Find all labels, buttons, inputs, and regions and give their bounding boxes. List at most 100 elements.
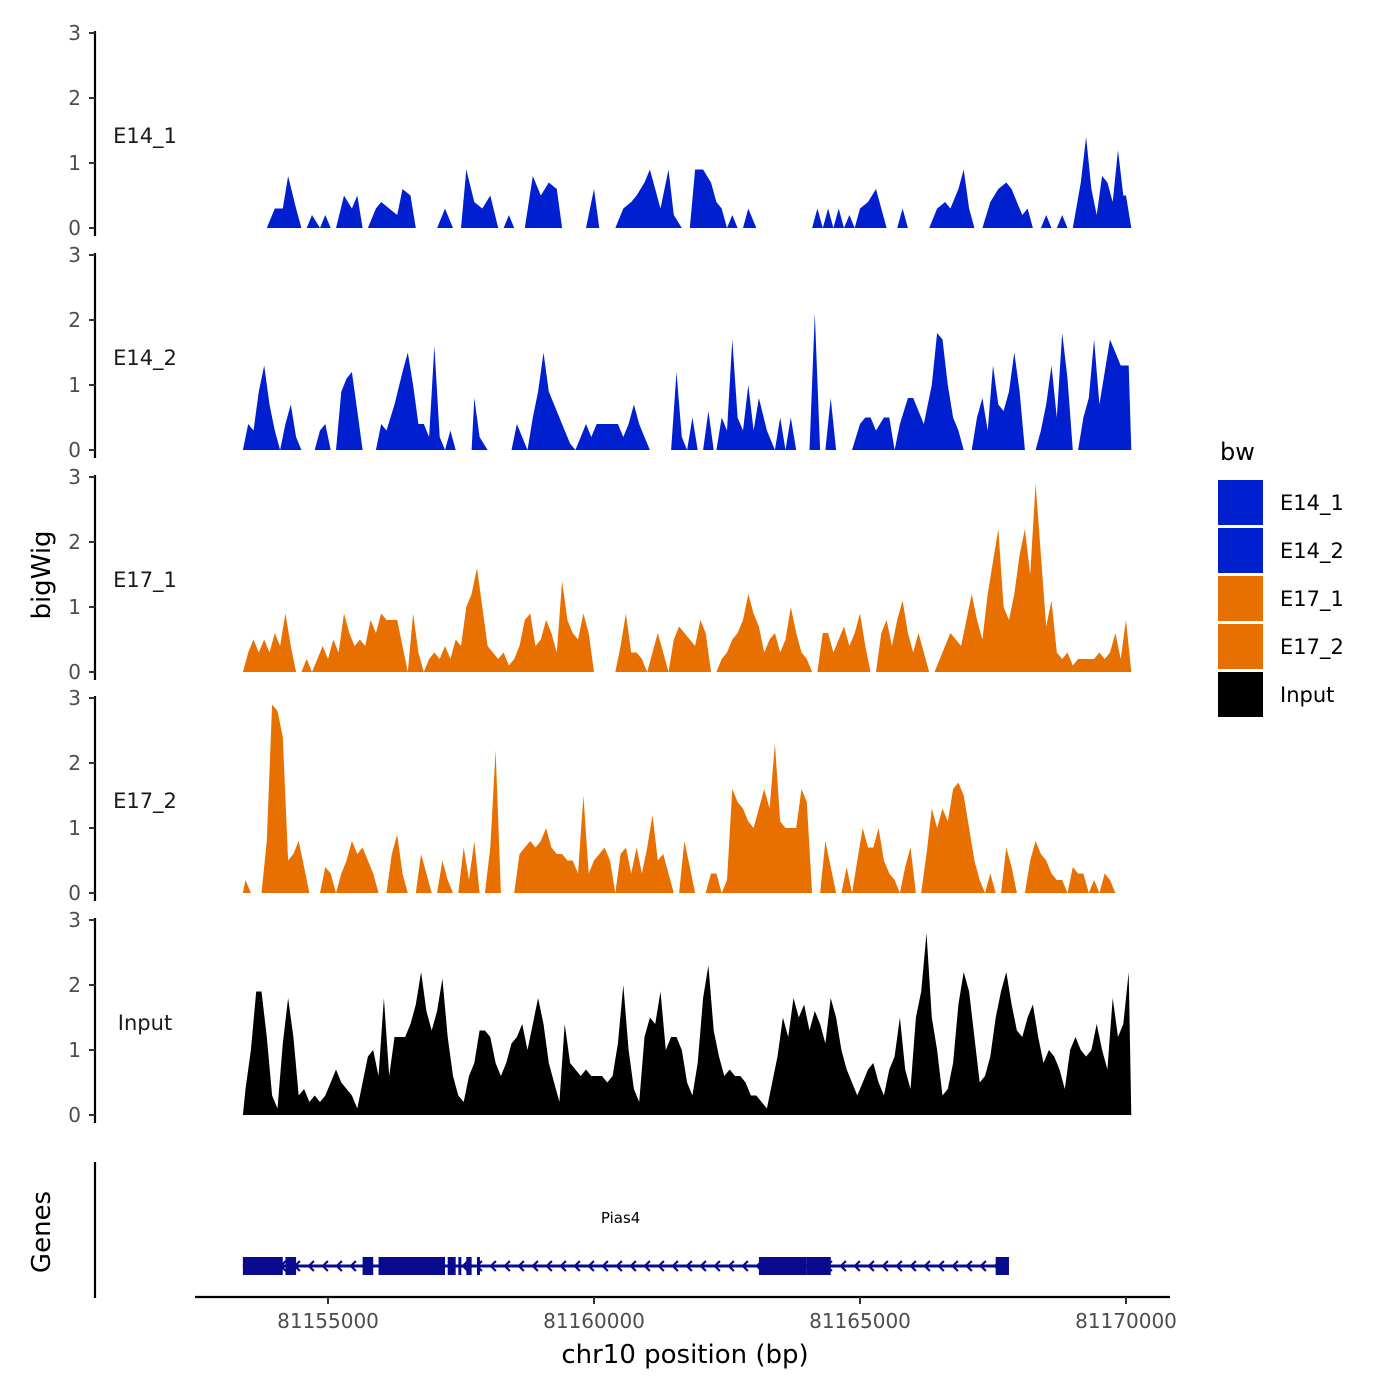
strand-arrow-15 <box>461 1260 469 1272</box>
strip-label-E14_1: E14_1 <box>113 124 177 149</box>
gene-label: Pias4 <box>601 1209 640 1227</box>
x-tick-label-0: 81155000 <box>277 1309 379 1333</box>
strand-arrow-30 <box>671 1260 679 1272</box>
strand-arrow-5 <box>321 1260 329 1272</box>
legend-label-E14_1: E14_1 <box>1280 491 1344 516</box>
strand-arrow-22 <box>559 1260 567 1272</box>
strand-arrow-26 <box>615 1260 623 1272</box>
area-E17_1 <box>242 483 1132 672</box>
y-tick-label-E14_2-0: 0 <box>68 438 81 462</box>
strand-arrow-28 <box>643 1260 651 1272</box>
strand-arrow-45 <box>881 1260 889 1272</box>
x-axis-title: chr10 position (bp) <box>561 1340 808 1370</box>
strand-arrow-42 <box>839 1260 847 1272</box>
genes-axis-title: Genes <box>27 1191 57 1273</box>
area-Input <box>242 933 1132 1115</box>
strand-arrow-48 <box>923 1260 931 1272</box>
y-axis-title: bigWig <box>27 530 57 619</box>
area-E14_1 <box>266 137 1132 228</box>
legend-swatch-E17_1 <box>1218 576 1263 621</box>
gene-exon-5 <box>458 1257 462 1275</box>
area-E14_2 <box>242 313 1132 450</box>
strand-arrow-7 <box>349 1260 357 1272</box>
strand-arrow-18 <box>503 1260 511 1272</box>
y-tick-label-Input-0: 0 <box>68 1103 81 1127</box>
legend-label-Input: Input <box>1280 683 1334 707</box>
x-tick-label-3: 81170000 <box>1075 1309 1177 1333</box>
x-tick-label-1: 81160000 <box>543 1309 645 1333</box>
y-tick-label-E17_1-1: 1 <box>68 595 81 619</box>
y-tick-label-E14_1-3: 3 <box>68 21 81 45</box>
track-panel-E14_2: 0 1 2 3 E14_2 <box>68 243 1132 462</box>
legend-swatch-Input <box>1218 672 1263 717</box>
strand-arrow-29 <box>657 1260 665 1272</box>
strand-arrow-4 <box>307 1260 315 1272</box>
y-tick-label-E17_2-2: 2 <box>68 751 81 775</box>
strip-label-E17_1: E17_1 <box>113 568 177 593</box>
legend-label-E17_1: E17_1 <box>1280 587 1344 612</box>
legend-swatch-E14_2 <box>1218 528 1263 573</box>
y-tick-label-E17_2-0: 0 <box>68 881 81 905</box>
gene-exon-1 <box>285 1257 297 1275</box>
y-tick-label-E17_1-0: 0 <box>68 660 81 684</box>
y-tick-label-Input-3: 3 <box>68 908 81 932</box>
strand-arrow-23 <box>573 1260 581 1272</box>
y-tick-label-E17_1-2: 2 <box>68 530 81 554</box>
gene-exon-8 <box>758 1257 807 1275</box>
y-tick-label-Input-1: 1 <box>68 1038 81 1062</box>
x-tick-label-2: 81165000 <box>809 1309 911 1333</box>
legend-swatch-E17_2 <box>1218 624 1263 669</box>
track-panel-E14_1: 0 1 2 3 E14_1 <box>68 21 1132 240</box>
strand-arrow-46 <box>895 1260 903 1272</box>
y-tick-label-E14_2-3: 3 <box>68 243 81 267</box>
strand-arrow-27 <box>629 1260 637 1272</box>
strand-arrow-47 <box>909 1260 917 1272</box>
y-tick-label-Input-2: 2 <box>68 973 81 997</box>
gene-exon-4 <box>447 1257 456 1275</box>
strand-arrow-17 <box>489 1260 497 1272</box>
strand-arrow-50 <box>951 1260 959 1272</box>
strip-label-E17_2: E17_2 <box>113 789 177 814</box>
gene-exon-3 <box>378 1257 446 1275</box>
strand-arrow-20 <box>531 1260 539 1272</box>
y-tick-label-E17_2-1: 1 <box>68 816 81 840</box>
area-E17_2 <box>242 704 1116 893</box>
y-tick-label-E14_1-2: 2 <box>68 86 81 110</box>
legend-label-E14_2: E14_2 <box>1280 539 1344 564</box>
y-tick-label-E17_2-3: 3 <box>68 686 81 710</box>
gene-exon-6 <box>466 1257 472 1275</box>
strand-arrow-31 <box>685 1260 693 1272</box>
legend: bw E14_1 E14_2 E17_1 E17_2 Input <box>1218 438 1344 717</box>
strand-arrow-19 <box>517 1260 525 1272</box>
strand-arrow-51 <box>965 1260 973 1272</box>
track-panel-E17_2: 0 1 2 3 E17_2 <box>68 686 1116 905</box>
track-panels: 0 1 2 3 E14_1 0 1 2 3 E14_2 0 1 2 3 E17_1 0 1 2 3 E17_2 0 1 2 3… <box>68 21 1132 1127</box>
y-tick-label-E14_1-1: 1 <box>68 151 81 175</box>
gene-exon-0 <box>242 1257 283 1275</box>
strand-arrow-16 <box>475 1260 483 1272</box>
strand-arrow-25 <box>601 1260 609 1272</box>
legend-label-E17_2: E17_2 <box>1280 635 1344 660</box>
strand-arrow-43 <box>853 1260 861 1272</box>
strand-arrow-49 <box>937 1260 945 1272</box>
x-axis: 81155000 81160000 81165000 81170000 <box>195 1295 1177 1333</box>
strand-arrow-21 <box>545 1260 553 1272</box>
strip-label-E14_2: E14_2 <box>113 346 177 371</box>
strand-arrow-33 <box>713 1260 721 1272</box>
track-panel-Input: 0 1 2 3 Input <box>68 908 1132 1127</box>
legend-swatch-E14_1 <box>1218 480 1263 525</box>
strand-arrow-52 <box>979 1260 987 1272</box>
strand-arrow-6 <box>335 1260 343 1272</box>
y-tick-label-E14_1-0: 0 <box>68 216 81 240</box>
strand-arrow-24 <box>587 1260 595 1272</box>
gene-track: Pias4 <box>93 1162 1009 1298</box>
gene-exon-2 <box>362 1257 374 1275</box>
strand-arrow-44 <box>867 1260 875 1272</box>
strand-arrow-35 <box>741 1260 749 1272</box>
track-panel-E17_1: 0 1 2 3 E17_1 <box>68 465 1132 684</box>
gene-exon-10 <box>995 1257 1009 1275</box>
y-tick-label-E14_2-1: 1 <box>68 373 81 397</box>
strand-arrow-32 <box>699 1260 707 1272</box>
y-tick-label-E14_2-2: 2 <box>68 308 81 332</box>
